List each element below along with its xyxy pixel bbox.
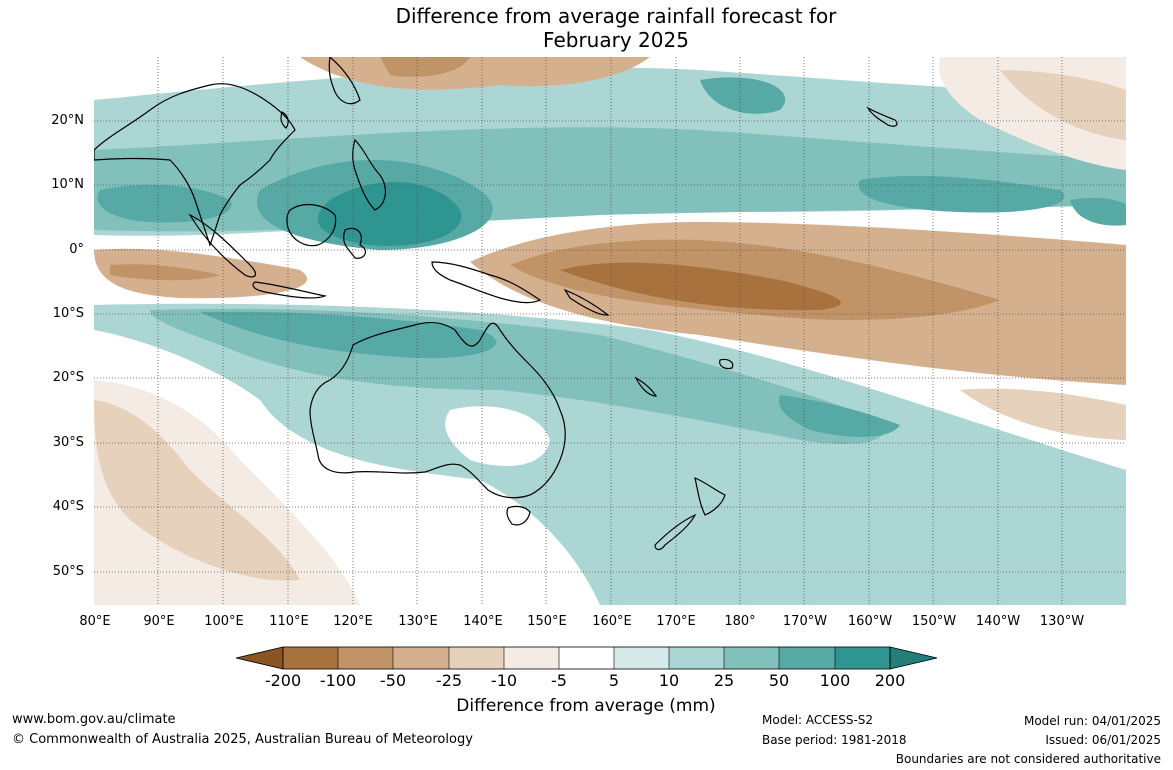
colorbar-segment-3: [393, 647, 449, 669]
map-title-line2: February 2025: [543, 28, 689, 52]
tasmania-coastline: [506, 505, 531, 526]
model-name: Model: ACCESS-S2: [762, 713, 874, 727]
lat-label-50s: 50°S: [52, 564, 84, 579]
colorbar-label: 50: [768, 671, 790, 690]
colorbar-segment-7: [614, 647, 669, 669]
lon-label-130w: 130°W: [1039, 614, 1085, 629]
lon-label-90e: 90°E: [143, 614, 175, 629]
lon-label-140w: 140°W: [975, 614, 1021, 629]
hawaii-coastline: [866, 106, 898, 127]
colorbar-high-extension: [889, 646, 938, 670]
map-title-line1: Difference from average rainfall forecas…: [395, 4, 837, 28]
lon-label-100e: 100°E: [204, 614, 244, 629]
base-period: Base period: 1981-2018: [762, 733, 907, 747]
legend-title: Difference from average (mm): [456, 696, 716, 716]
lat-label-10s: 10°S: [52, 306, 84, 321]
japan-coastline: [328, 57, 361, 105]
lat-label-20n: 20°N: [51, 113, 84, 128]
lon-label-140e: 140°E: [463, 614, 503, 629]
java-coastline: [252, 281, 328, 299]
colorbar-label: -100: [319, 671, 357, 690]
coastlines: [94, 57, 898, 551]
borneo-coastline: [286, 203, 337, 247]
lon-label-110e: 110°E: [269, 614, 309, 629]
colorbar-label: -25: [435, 671, 463, 690]
sumatra-coastline: [188, 213, 257, 278]
lat-label-0: 0°: [69, 242, 84, 257]
nz-north-coastline: [694, 477, 726, 516]
taiwan-coastline: [280, 111, 289, 129]
lon-label-180: 180°: [724, 614, 756, 629]
colorbar-segment-4: [449, 647, 504, 669]
lon-label-150w: 150°W: [911, 614, 957, 629]
colorbar-segment-1: [283, 647, 338, 669]
lat-label-30s: 30°S: [52, 435, 84, 450]
philippines-coastline: [352, 138, 387, 211]
sulawesi-coastline: [343, 227, 367, 259]
lon-label-160w: 160°W: [847, 614, 893, 629]
colorbar-label: 25: [713, 671, 735, 690]
colorbar-segment-8: [669, 647, 724, 669]
lat-label-20s: 20°S: [52, 370, 84, 385]
lon-label-170e: 170°E: [656, 614, 696, 629]
new-guinea-coastline: [431, 261, 542, 304]
colorbar-segment-2: [338, 647, 393, 669]
lon-label-170w: 170°W: [782, 614, 828, 629]
colorbar-segment-10: [779, 647, 835, 669]
lat-label-10n: 10°N: [51, 177, 84, 192]
website-link[interactable]: www.bom.gov.au/climate: [12, 712, 176, 727]
nz-south-coastline: [654, 513, 697, 551]
colorbar-segment-5: [504, 647, 559, 669]
colorbar-label: -50: [379, 671, 407, 690]
colorbar-label: -200: [264, 671, 302, 690]
colorbar-segment-6: [559, 647, 614, 669]
colorbar-label: 5: [608, 671, 620, 690]
lat-label-40s: 40°S: [52, 499, 84, 514]
colorbar-segment-11: [835, 647, 890, 669]
issued-date: Issued: 06/01/2025: [1045, 733, 1161, 747]
colorbar: [235, 646, 938, 670]
colorbar-label: 100: [819, 671, 851, 690]
fiji-coastline: [719, 358, 734, 370]
colorbar-label: -5: [551, 671, 567, 690]
lon-label-160e: 160°E: [592, 614, 632, 629]
lon-label-130e: 130°E: [398, 614, 438, 629]
colorbar-label: 10: [658, 671, 680, 690]
colorbar-label: -10: [490, 671, 518, 690]
asia-coastline: [94, 83, 296, 247]
graticule: [94, 57, 1126, 605]
new-caledonia-coastline: [634, 376, 658, 397]
map-field: [94, 57, 1126, 605]
australia-coastline: [309, 322, 566, 499]
lon-label-150e: 150°E: [527, 614, 567, 629]
boundaries-disclaimer: Boundaries are not considered authoritat…: [895, 752, 1161, 766]
copyright-text: © Commonwealth of Australia 2025, Austra…: [12, 732, 473, 747]
solomon-coastline: [563, 288, 610, 316]
lon-label-120e: 120°E: [333, 614, 373, 629]
lon-label-80e: 80°E: [79, 614, 111, 629]
colorbar-segment-9: [724, 647, 779, 669]
model-run-date: Model run: 04/01/2025: [1023, 714, 1161, 728]
colorbar-low-extension: [235, 646, 284, 670]
colorbar-label: 200: [874, 671, 906, 690]
